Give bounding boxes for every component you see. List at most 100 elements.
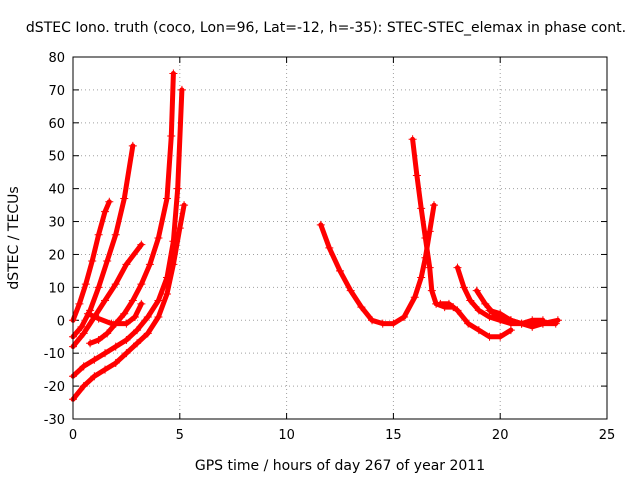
data-point [466, 296, 475, 305]
data-point [111, 280, 120, 289]
data-point [94, 283, 103, 292]
data-point [346, 286, 355, 295]
y-tick-label: 20 [48, 248, 65, 263]
data-point [79, 329, 88, 338]
data-point [94, 230, 103, 239]
y-tick-label: 80 [48, 51, 65, 66]
data-point [481, 299, 490, 308]
data-point [83, 309, 92, 318]
series-arc-10 [436, 299, 515, 341]
series-line [70, 202, 187, 402]
series-line [87, 71, 176, 346]
data-point [101, 365, 110, 374]
y-axis-label: dSTEC / TECUs [6, 186, 22, 289]
data-point [417, 204, 426, 213]
series-arc-4 [86, 69, 178, 348]
y-tick-label: 40 [48, 183, 65, 198]
data-point [86, 339, 95, 348]
data-point [378, 319, 387, 328]
data-point [101, 296, 110, 305]
data-point [143, 329, 152, 338]
data-point [400, 312, 409, 321]
data-point [122, 260, 131, 269]
data-point [528, 322, 537, 331]
series-arc-13 [485, 306, 560, 331]
chart-title: dSTEC Iono. truth (coco, Lon=96, Lat=-12… [26, 20, 626, 36]
y-tick-label: 0 [57, 314, 65, 329]
data-point [412, 171, 421, 180]
y-tick-label: 60 [48, 117, 65, 132]
x-tick-label: 15 [385, 428, 402, 443]
x-tick-label: 0 [69, 428, 77, 443]
data-point [75, 299, 84, 308]
data-point [130, 312, 139, 321]
data-point [453, 263, 462, 272]
data-point [88, 257, 97, 266]
data-point [551, 319, 560, 328]
data-point [180, 201, 189, 210]
series-layer [69, 69, 562, 404]
data-point [128, 141, 137, 150]
data-point [77, 322, 86, 331]
x-tick-label: 25 [599, 428, 616, 443]
data-point [122, 319, 131, 328]
y-tick-label: -20 [44, 380, 65, 395]
data-point [436, 299, 445, 308]
data-point [453, 306, 462, 315]
data-point [517, 319, 526, 328]
data-point [429, 201, 438, 210]
data-point [485, 306, 494, 315]
series-arc-5 [69, 85, 186, 381]
series-arc-6 [69, 201, 189, 404]
series-arc-1 [69, 197, 114, 325]
data-point [316, 220, 325, 229]
data-point [90, 355, 99, 364]
data-point [120, 309, 129, 318]
data-point [162, 194, 171, 203]
data-point [137, 299, 146, 308]
data-point [169, 69, 178, 78]
data-point [485, 332, 494, 341]
series-arc-7 [83, 299, 146, 328]
data-point [357, 303, 366, 312]
data-point [90, 372, 99, 381]
data-point [368, 316, 377, 325]
data-point [154, 296, 163, 305]
series-line [85, 301, 144, 327]
data-point [154, 234, 163, 242]
data-point [496, 332, 505, 341]
series-line [318, 202, 437, 327]
data-point [175, 224, 184, 233]
data-point [122, 336, 131, 345]
data-point [474, 326, 483, 335]
data-point [425, 227, 434, 236]
data-point [79, 362, 88, 371]
data-point [167, 131, 176, 140]
grid-layer [73, 57, 607, 419]
data-point [474, 306, 483, 315]
data-point [472, 286, 481, 295]
data-point [111, 359, 120, 368]
data-point [177, 85, 186, 94]
y-tick-label: -30 [44, 413, 65, 428]
y-tick-label: -10 [44, 347, 65, 362]
data-point [107, 319, 116, 328]
data-point [137, 240, 146, 249]
data-point [173, 184, 182, 193]
x-tick-label: 10 [278, 428, 295, 443]
data-point [538, 319, 547, 328]
data-point [421, 234, 430, 242]
data-point [417, 273, 426, 282]
series-arc-8 [316, 201, 438, 328]
plot-frame [72, 56, 608, 420]
data-point [408, 135, 417, 144]
series-line [70, 143, 136, 340]
data-point [101, 349, 110, 358]
tick-layer: 0 5 10 15 20 25 -30 -20 -10 0 10 20 30 40 50 60 70 80 [44, 51, 616, 443]
series-line [70, 87, 185, 379]
data-point [101, 207, 110, 216]
data-point [444, 299, 453, 308]
y-tick-label: 10 [48, 281, 65, 296]
data-point [145, 260, 154, 269]
data-point [389, 319, 398, 328]
